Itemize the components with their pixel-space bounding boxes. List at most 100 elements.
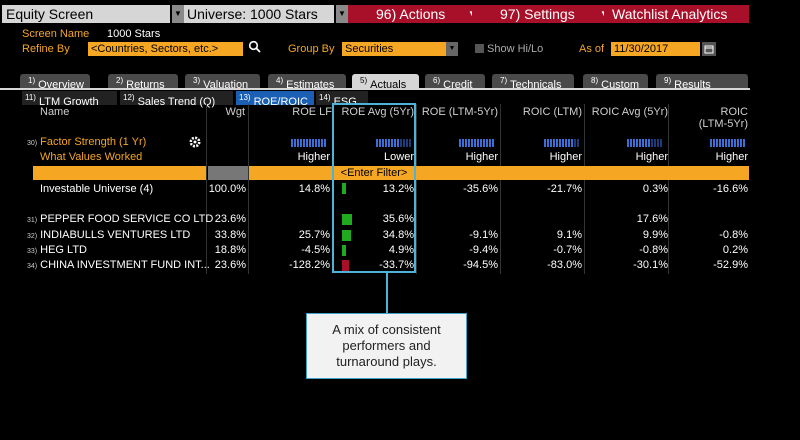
security-name[interactable]: 34) CHINA INVESTMENT FUND INT...: [27, 259, 210, 271]
cell-roe-lf: 25.7%: [298, 229, 330, 241]
as-of-date-field[interactable]: 11/30/2017: [611, 42, 700, 56]
tab-returns[interactable]: 2) Returns: [108, 74, 178, 91]
worked-roe-avg: Lower: [384, 151, 414, 163]
cell-wgt: 33.8%: [214, 229, 246, 241]
group-by-label: Group By: [288, 43, 335, 55]
callout-line-3: turnaround plays.: [336, 354, 437, 369]
screen-title-field[interactable]: Equity Screen: [2, 5, 170, 23]
subtab-roe-roic[interactable]: 13) ROE/ROIC: [236, 91, 314, 108]
col-header-wgt[interactable]: Wgt: [225, 106, 245, 118]
factor-strength-bars-roic-avg: [627, 138, 663, 147]
col-header-roic-ltm5-line1: ROIC: [720, 106, 749, 118]
cell-roe-ltm5: -94.5%: [463, 259, 498, 271]
subtab-label: ROE/ROIC: [253, 95, 308, 108]
col-header-roic-ltm5[interactable]: ROIC (LTM-5Yr): [670, 106, 748, 130]
factor-strength-label[interactable]: 30) Factor Strength (1 Yr): [27, 136, 146, 148]
tab-credit[interactable]: 6) Credit: [425, 74, 485, 91]
cell-roe-ltm5: -9.4%: [469, 244, 498, 256]
actions-button[interactable]: 96) Actions: [348, 5, 466, 23]
title-dropdown-icon[interactable]: ▼: [172, 5, 184, 23]
factor-strength-bars-roic-ltm5: [710, 138, 746, 147]
tab-technicals[interactable]: 7) Technicals: [492, 74, 574, 91]
group-by-dropdown-icon[interactable]: ▼: [446, 42, 458, 56]
subtab-ltm-growth[interactable]: 11) LTM Growth: [22, 91, 117, 108]
filter-row-name[interactable]: [33, 166, 206, 180]
col-header-roic-avg[interactable]: ROIC Avg (5Yr): [591, 106, 668, 118]
cell-roic-ltm5: -0.8%: [719, 229, 748, 241]
tab-actuals[interactable]: 5) Actuals: [352, 74, 419, 91]
factor-strength-bars-roe-lf: [291, 138, 327, 147]
security-name[interactable]: 32) INDIABULLS VENTURES LTD: [27, 229, 190, 241]
col-divider: [584, 104, 585, 274]
enter-filter-field[interactable]: <Enter Filter>: [340, 167, 408, 179]
universe-roe-avg-bar: [342, 183, 346, 194]
subtab-sales-trend-q-[interactable]: 12) Sales Trend (Q): [120, 91, 233, 108]
filter-row-wgt: [208, 166, 248, 180]
universe-dropdown-icon[interactable]: ▼: [336, 5, 348, 23]
col-divider: [416, 104, 417, 274]
filter-row-values[interactable]: [249, 166, 749, 180]
investable-universe-label: Investable Universe (4): [40, 183, 154, 195]
watchlist-analytics-button[interactable]: Watchlist Analytics: [604, 5, 749, 23]
col-header-roic-ltm5-line2: (LTM-5Yr): [698, 118, 748, 130]
roe-avg-highlight-box: [332, 103, 416, 273]
factor-strength-text: Factor Strength (1 Yr): [40, 136, 147, 148]
security-name[interactable]: 33) HEG LTD: [27, 244, 87, 256]
calendar-icon[interactable]: [702, 42, 716, 56]
cell-roic-ltm5: -52.9%: [713, 259, 748, 271]
row-index: 32): [27, 233, 38, 240]
tab-number: 1): [28, 76, 36, 85]
cell-roic-ltm: 9.1%: [556, 229, 582, 241]
col-divider: [500, 104, 501, 274]
tab-overview[interactable]: 1) Overview: [20, 74, 90, 91]
subtab-number: 13): [239, 93, 251, 102]
roe-avg-bar: [342, 214, 352, 225]
security-name[interactable]: 31) PEPPER FOOD SERVICE CO LTD: [27, 213, 213, 225]
refine-by-field[interactable]: <Countries, Sectors, etc.>: [88, 42, 243, 56]
search-icon[interactable]: [248, 40, 262, 54]
factor-strength-bars-roe-avg: [376, 138, 412, 147]
subtab-number: 14): [319, 93, 331, 102]
tab-custom[interactable]: 8) Custom: [583, 74, 648, 91]
cell-roe-lf: -4.5%: [301, 244, 330, 256]
tab-number: 8): [591, 76, 599, 85]
cell-wgt: 23.6%: [214, 213, 246, 225]
cell-wgt: 23.6%: [214, 259, 246, 271]
col-header-roe-avg[interactable]: ROE Avg (5Yr): [341, 106, 414, 118]
col-divider: [248, 104, 249, 274]
screen-name-label: Screen Name: [22, 28, 90, 40]
security-name-text: CHINA INVESTMENT FUND INT...: [40, 259, 210, 271]
show-hilo-checkbox[interactable]: [475, 44, 484, 53]
settings-button[interactable]: 97) Settings: [472, 5, 598, 23]
tab-valuation[interactable]: 3) Valuation: [185, 74, 260, 91]
tab-number: 5): [360, 76, 368, 85]
col-header-roe-ltm5[interactable]: ROE (LTM-5Yr): [421, 106, 498, 118]
cell-roic-ltm5: 0.2%: [722, 244, 748, 256]
factor-strength-bars-roic-ltm: [544, 138, 580, 147]
roe-avg-bar: [342, 245, 346, 256]
callout-line-1: A mix of consistent: [332, 322, 441, 337]
gear-icon[interactable]: [188, 135, 202, 149]
tab-estimates[interactable]: 4) Estimates: [268, 74, 346, 91]
tab-number: 2): [116, 76, 124, 85]
cell-wgt: 18.8%: [214, 244, 246, 256]
group-by-field[interactable]: Securities: [342, 42, 446, 56]
worked-roic-ltm5: Higher: [715, 151, 748, 163]
what-values-worked-label: What Values Worked: [40, 151, 143, 163]
col-divider: [668, 104, 669, 274]
cell-roic-avg: 17.6%: [636, 213, 668, 225]
universe-roic-ltm: -21.7%: [547, 183, 582, 195]
roe-avg-bar: [342, 260, 349, 271]
tab-results[interactable]: 9) Results: [656, 74, 748, 91]
worked-roic-ltm: Higher: [549, 151, 582, 163]
worked-roe-lf: Higher: [297, 151, 330, 163]
col-header-roic-ltm[interactable]: ROIC (LTM): [522, 106, 582, 118]
col-header-roe-lf[interactable]: ROE LF: [292, 106, 332, 118]
universe-field[interactable]: Universe: 1000 Stars: [184, 5, 334, 23]
tab-number: 4): [276, 76, 284, 85]
tab-label: Results: [674, 78, 711, 91]
tab-number: 6): [433, 76, 441, 85]
col-header-name[interactable]: Name: [40, 106, 70, 118]
tab-label: Actuals: [370, 78, 407, 91]
callout-connector: [386, 273, 388, 313]
